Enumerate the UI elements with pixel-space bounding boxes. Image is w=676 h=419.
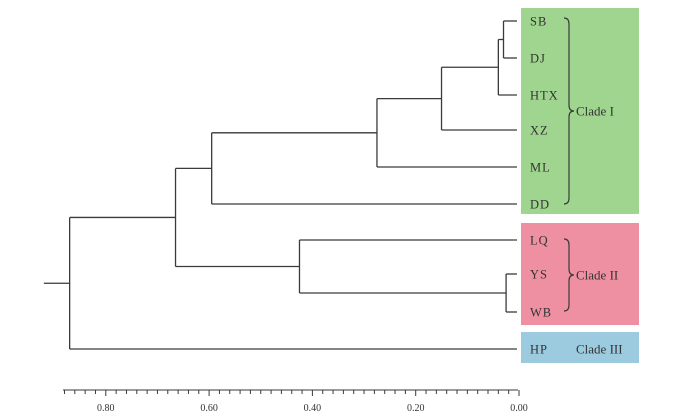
- clade-label-2: Clade II: [576, 268, 618, 283]
- leaf-label-htx: HTX: [530, 89, 559, 103]
- axis-tick-label: 0.60: [200, 403, 218, 414]
- leaf-labels: SB DJ HTX XZ ML DD LQ YS WB HP: [530, 15, 559, 357]
- clade-label-3: Clade III: [576, 342, 623, 357]
- clade-braces: [563, 17, 575, 312]
- clade-boxes: [521, 8, 639, 363]
- axis-tick-label: 0.00: [510, 403, 528, 414]
- brace-clade-2: [563, 238, 575, 312]
- brace-clade-1: [563, 17, 575, 205]
- leaf-label-lq: LQ: [530, 234, 549, 248]
- leaf-label-dd: DD: [530, 198, 550, 212]
- leaf-label-ml: ML: [530, 161, 551, 175]
- branches: [43, 20, 517, 350]
- distance-axis: 0.80 0.60 0.40 0.20 0.00: [63, 389, 528, 414]
- leaf-label-sb: SB: [530, 15, 547, 29]
- leaf-label-wb: WB: [530, 306, 552, 320]
- leaf-label-hp: HP: [530, 343, 548, 357]
- leaf-label-xz: XZ: [530, 124, 549, 138]
- leaf-label-ys: YS: [530, 268, 548, 282]
- leaf-label-dj: DJ: [530, 52, 546, 66]
- clade-labels: Clade I Clade II Clade III: [576, 104, 623, 357]
- clade-box-3: [521, 332, 639, 363]
- axis-tick-label: 0.40: [304, 403, 322, 414]
- axis-tick-label: 0.20: [407, 403, 425, 414]
- clade-box-2: [521, 223, 639, 325]
- clade-label-1: Clade I: [576, 104, 614, 119]
- clade-box-1: [521, 8, 639, 214]
- axis-tick-label: 0.80: [97, 403, 115, 414]
